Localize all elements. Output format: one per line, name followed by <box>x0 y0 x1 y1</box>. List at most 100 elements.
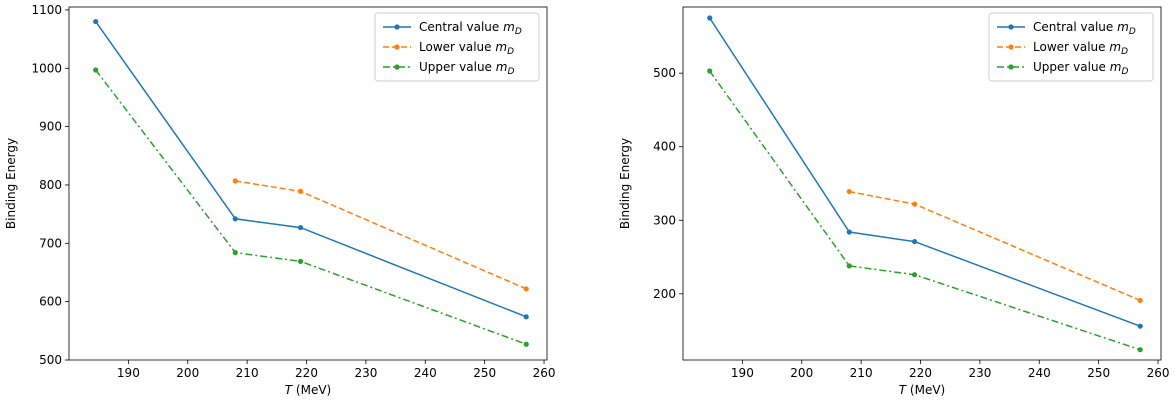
series-line-2 <box>709 70 1141 351</box>
data-point <box>297 258 304 264</box>
legend-series-name: Lower value <box>1033 40 1109 54</box>
legend-label: Lower value mD <box>419 40 514 57</box>
x-tick-label: 230 <box>968 366 991 380</box>
legend-symbol-m: m <box>496 60 508 74</box>
legend-swatch-marker <box>1008 64 1014 70</box>
legend-symbol-subscript: D <box>1121 47 1128 57</box>
data-point <box>232 216 238 222</box>
y-tick-label: 200 <box>653 287 676 301</box>
x-axis-unit: (MeV) <box>292 383 331 397</box>
series-line-2 <box>95 69 527 345</box>
data-point <box>1137 347 1143 353</box>
x-axis-variable: T <box>899 383 908 397</box>
x-tick-label: 240 <box>1028 366 1051 380</box>
y-tick-label: 300 <box>653 213 676 227</box>
data-point <box>232 178 238 184</box>
legend-swatch-marker <box>394 64 400 70</box>
data-point <box>93 67 99 73</box>
legend-symbol-subscript: D <box>507 67 514 77</box>
legend-box <box>988 12 1154 82</box>
y-tick-label: 500 <box>39 353 62 367</box>
y-tick-label: 1000 <box>31 61 62 75</box>
series-line-0 <box>709 17 1141 327</box>
legend-swatch-marker <box>394 24 400 30</box>
x-tick-label: 230 <box>354 366 377 380</box>
x-axis-unit: (MeV) <box>906 383 945 397</box>
data-point <box>93 18 99 25</box>
series-line-1 <box>235 180 527 290</box>
y-axis-label: Binding Energy <box>4 138 18 229</box>
legend-swatch-marker <box>1008 44 1014 50</box>
y-tick-label: 1100 <box>31 3 62 17</box>
legend-label: Lower value mD <box>1033 40 1128 57</box>
x-tick-label: 200 <box>176 366 199 380</box>
data-point <box>523 314 529 320</box>
legend-symbol-subscript: D <box>515 27 522 37</box>
x-tick-label: 190 <box>117 366 140 380</box>
x-tick-label: 240 <box>414 366 437 380</box>
legend-symbol-subscript: D <box>1129 27 1136 37</box>
data-point <box>911 238 918 245</box>
x-tick-label: 190 <box>731 366 754 380</box>
y-tick-label: 600 <box>39 295 62 309</box>
legend-symbol-m: m <box>1109 40 1121 54</box>
data-point <box>707 15 713 21</box>
data-point <box>911 272 918 278</box>
data-point <box>1137 323 1143 329</box>
data-point <box>707 68 713 74</box>
legend-swatch-marker <box>1008 24 1014 30</box>
data-point <box>297 188 304 194</box>
legend-series-name: Upper value <box>1033 60 1110 74</box>
x-tick-label: 250 <box>473 366 496 380</box>
data-point <box>297 224 304 231</box>
y-tick-label: 400 <box>653 140 676 154</box>
legend-series-name: Upper value <box>419 60 496 74</box>
legend-symbol-m: m <box>503 20 515 34</box>
legend-symbol-m: m <box>495 40 507 54</box>
legend-symbol-subscript: D <box>507 47 514 57</box>
chart-right: 190 200 210 220 230 240 250 260 200 300 400 500 T (M… <box>618 6 1170 397</box>
legend-symbol-subscript: D <box>1121 67 1128 77</box>
legend-series-name: Lower value <box>419 40 495 54</box>
legend-label: Upper value mD <box>1033 60 1128 77</box>
data-point <box>846 229 852 235</box>
legend-label: Central value mD <box>419 20 522 37</box>
data-point <box>846 188 852 195</box>
x-tick-label: 200 <box>790 366 813 380</box>
legend-label: Central value mD <box>1033 20 1136 37</box>
series-line-0 <box>95 21 527 318</box>
x-axis-label: T (MeV) <box>285 383 331 397</box>
data-point <box>1137 297 1143 304</box>
y-tick-label: 900 <box>39 120 62 134</box>
x-tick-label: 250 <box>1087 366 1110 380</box>
legend-symbol-m: m <box>1110 60 1122 74</box>
y-tick-label: 800 <box>39 178 62 192</box>
y-tick-label: 700 <box>39 236 62 250</box>
data-point <box>846 263 852 269</box>
legend-box <box>374 12 540 82</box>
x-tick-label: 220 <box>295 366 318 380</box>
legend-series-name: Central value <box>419 20 503 34</box>
x-tick-label: 210 <box>850 366 873 380</box>
legend-label: Upper value mD <box>419 60 514 77</box>
x-tick-label: 260 <box>533 366 556 380</box>
chart-left: 190 200 210 220 230 240 250 260 500 600 700 800 900 1… <box>4 3 555 397</box>
series-line-1 <box>849 190 1141 302</box>
x-axis-label: T (MeV) <box>899 383 945 397</box>
axes-frame <box>682 6 1162 361</box>
legend-symbol-m: m <box>1117 20 1129 34</box>
axes-frame <box>68 6 548 361</box>
legend-series-name: Central value <box>1033 20 1117 34</box>
x-tick-label: 220 <box>909 366 932 380</box>
x-tick-label: 210 <box>236 366 259 380</box>
x-tick-label: 260 <box>1147 366 1170 380</box>
data-point <box>911 201 918 207</box>
y-tick-label: 500 <box>653 66 676 80</box>
y-axis-label: Binding Energy <box>618 138 632 229</box>
data-point <box>232 250 238 256</box>
x-axis-variable: T <box>285 383 294 397</box>
legend-swatch-marker <box>394 44 400 50</box>
data-point <box>523 286 529 292</box>
